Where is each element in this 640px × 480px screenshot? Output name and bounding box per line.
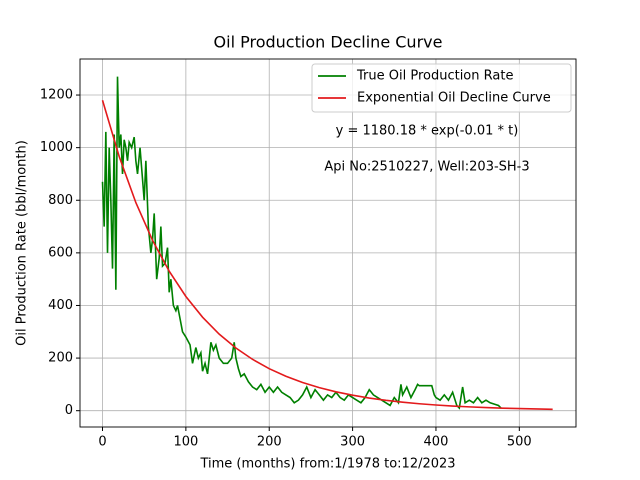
equation-annotation: y = 1180.18 * exp(-0.01 * t) bbox=[336, 124, 519, 139]
legend-box bbox=[311, 63, 572, 113]
x-tick-label: 500 bbox=[507, 435, 532, 450]
x-tick-label: 400 bbox=[424, 435, 449, 450]
y-axis-label: Oil Production Rate (bbl/month) bbox=[15, 140, 30, 346]
legend-label: True Oil Production Rate bbox=[356, 69, 513, 84]
legend: True Oil Production Rate Exponential Oil … bbox=[311, 63, 572, 113]
legend-label: Exponential Oil Decline Curve bbox=[357, 91, 551, 106]
x-tick-label: 100 bbox=[173, 435, 198, 450]
x-axis-label: Time (months) from:1/1978 to:12/2023 bbox=[199, 457, 455, 472]
x-tick-label: 0 bbox=[98, 435, 106, 450]
x-tick-label: 200 bbox=[257, 435, 282, 450]
x-tick-label: 300 bbox=[340, 435, 365, 450]
series-line bbox=[101, 100, 553, 411]
y-tick-label: 0 bbox=[65, 403, 73, 418]
well-annotation: Api No:2510227, Well:203-SH-3 bbox=[324, 160, 529, 175]
y-tick-label: 1200 bbox=[40, 88, 73, 103]
y-tick-label: 1000 bbox=[40, 140, 73, 155]
y-tick-label: 600 bbox=[48, 245, 73, 260]
plot-area: 0 100 200 300 400 500 0 200 400 600 800 1000 1200 Tru… bbox=[40, 58, 577, 450]
chart-title: Oil Production Decline Curve bbox=[214, 33, 443, 52]
y-tick-label: 800 bbox=[48, 193, 73, 208]
y-tick-label: 200 bbox=[48, 351, 73, 366]
y-tick-label: 400 bbox=[48, 298, 73, 313]
series-line bbox=[101, 76, 502, 410]
plot-frame bbox=[79, 58, 577, 428]
